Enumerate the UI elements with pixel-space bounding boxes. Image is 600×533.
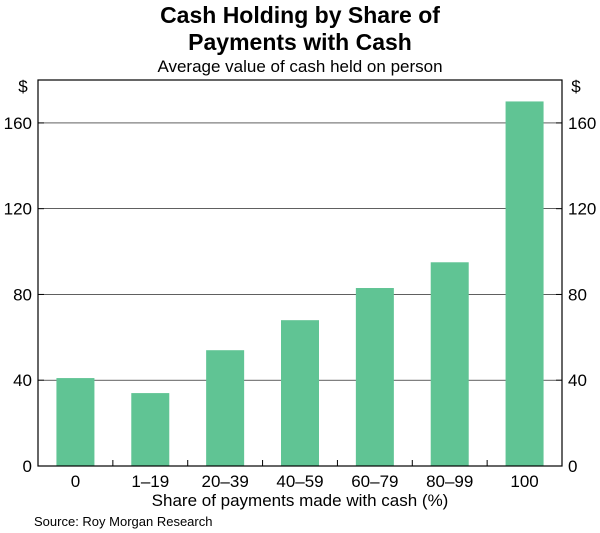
x-tick-label: 0 xyxy=(71,472,80,491)
x-tick-label: 100 xyxy=(510,472,538,491)
bar xyxy=(355,288,394,466)
x-axis-label: Share of payments made with cash (%) xyxy=(152,491,449,510)
bar xyxy=(505,101,544,466)
y-tick-label-left: 80 xyxy=(13,285,32,304)
y-tick-label-left: 160 xyxy=(4,114,32,133)
bars xyxy=(56,101,544,466)
chart-subtitle: Average value of cash held on person xyxy=(157,57,443,76)
source-note: Source: Roy Morgan Research xyxy=(34,514,213,529)
plot-frame xyxy=(37,79,563,467)
y-tick-label-left: 40 xyxy=(13,371,32,390)
x-tick-label: 60–79 xyxy=(351,472,398,491)
bar xyxy=(281,320,319,466)
axis-ticks: 0 0 40 40 80 80 120 120 160 160 0 1–19 20–39 40–59 60–… xyxy=(4,114,597,491)
y-tick-label-right: 40 xyxy=(568,371,587,390)
y-tick-label-left: 0 xyxy=(23,457,32,476)
x-tick-label: 20–39 xyxy=(202,472,249,491)
y-tick-label-right: 120 xyxy=(568,200,596,219)
x-tick-label: 40–59 xyxy=(276,472,323,491)
bar xyxy=(56,378,95,466)
x-tick-label: 80–99 xyxy=(426,472,473,491)
bar xyxy=(206,350,245,466)
y-tick-label-right: 0 xyxy=(568,457,577,476)
chart-title-line-2: Payments with Cash xyxy=(188,29,412,55)
bar xyxy=(131,393,170,466)
y-axis-unit-right: $ xyxy=(571,77,581,96)
y-axis-unit-left: $ xyxy=(18,77,28,96)
bar xyxy=(430,262,469,466)
x-tick-label: 1–19 xyxy=(131,472,169,491)
gridlines xyxy=(38,122,562,381)
y-tick-label-left: 120 xyxy=(4,200,32,219)
y-tick-label-right: 160 xyxy=(568,114,596,133)
y-tick-label-right: 80 xyxy=(568,285,587,304)
chart-title-line-1: Cash Holding by Share of xyxy=(160,2,440,28)
